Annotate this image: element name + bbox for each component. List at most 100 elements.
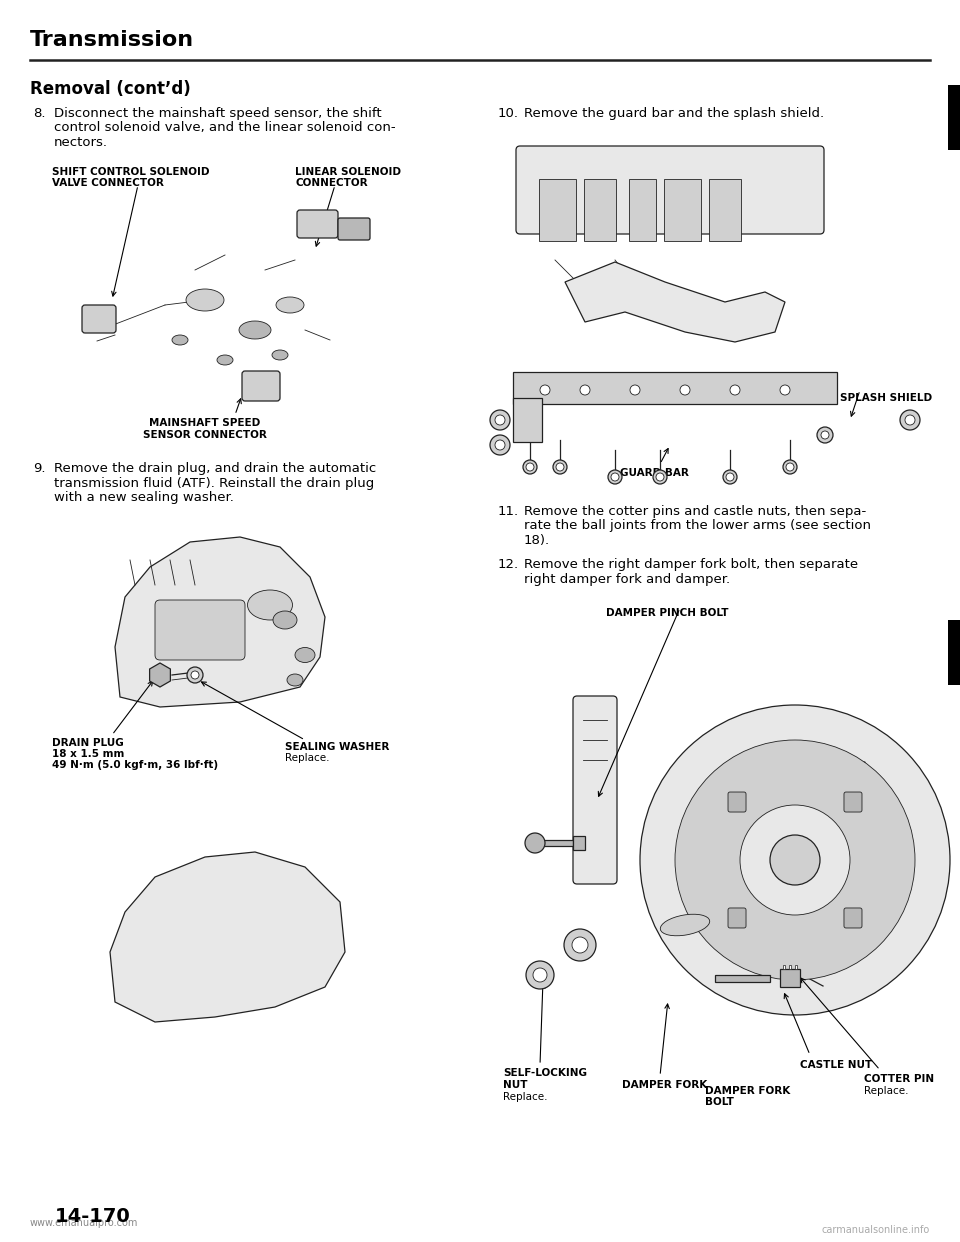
Text: Disconnect the mainshaft speed sensor, the shift: Disconnect the mainshaft speed sensor, t… [54, 107, 382, 120]
FancyBboxPatch shape [664, 179, 701, 241]
Circle shape [608, 469, 622, 484]
Text: 49 N·m (5.0 kgf·m, 36 lbf·ft): 49 N·m (5.0 kgf·m, 36 lbf·ft) [52, 760, 218, 770]
Circle shape [553, 460, 567, 474]
Circle shape [680, 385, 690, 395]
Circle shape [495, 440, 505, 450]
Text: SELF-LOCKING: SELF-LOCKING [503, 1068, 587, 1078]
FancyBboxPatch shape [539, 179, 576, 241]
FancyBboxPatch shape [728, 908, 746, 928]
Text: transmission fluid (ATF). Reinstall the drain plug: transmission fluid (ATF). Reinstall the … [54, 477, 374, 489]
Text: nectors.: nectors. [54, 137, 108, 149]
Circle shape [572, 936, 588, 953]
FancyBboxPatch shape [573, 696, 617, 884]
Circle shape [730, 385, 740, 395]
Text: 8.: 8. [33, 107, 45, 120]
Text: COTTER PIN: COTTER PIN [864, 1074, 934, 1084]
Circle shape [817, 427, 833, 443]
Ellipse shape [660, 914, 709, 935]
Text: NUT: NUT [503, 1081, 527, 1090]
Circle shape [656, 473, 664, 481]
Text: Replace.: Replace. [864, 1086, 908, 1095]
Polygon shape [573, 836, 585, 850]
Circle shape [675, 740, 915, 980]
Polygon shape [540, 840, 573, 846]
Text: rate the ball joints from the lower arms (see section: rate the ball joints from the lower arms… [524, 519, 871, 533]
Polygon shape [150, 663, 170, 687]
Text: Transmission: Transmission [30, 30, 194, 50]
FancyBboxPatch shape [629, 179, 656, 241]
Text: control solenoid valve, and the linear solenoid con-: control solenoid valve, and the linear s… [54, 122, 396, 134]
Polygon shape [780, 969, 800, 987]
Ellipse shape [295, 647, 315, 662]
FancyBboxPatch shape [513, 397, 542, 442]
Circle shape [490, 435, 510, 455]
Text: 14-170: 14-170 [55, 1207, 131, 1226]
Text: LINEAR SOLENOID: LINEAR SOLENOID [295, 166, 401, 178]
Polygon shape [795, 965, 797, 969]
Polygon shape [789, 965, 791, 969]
Circle shape [900, 410, 920, 430]
Circle shape [726, 473, 734, 481]
Text: GUARD BAR: GUARD BAR [620, 468, 689, 478]
Circle shape [723, 469, 737, 484]
Text: CONNECTOR: CONNECTOR [295, 178, 368, 188]
FancyBboxPatch shape [82, 306, 116, 333]
FancyBboxPatch shape [709, 179, 741, 241]
FancyBboxPatch shape [844, 792, 862, 812]
Polygon shape [115, 537, 325, 707]
FancyBboxPatch shape [948, 620, 960, 686]
Circle shape [526, 961, 554, 989]
Circle shape [495, 415, 505, 425]
Text: 10.: 10. [498, 107, 519, 120]
Polygon shape [110, 852, 345, 1022]
Text: BOLT: BOLT [705, 1097, 733, 1107]
Text: DRAIN PLUG: DRAIN PLUG [52, 738, 124, 748]
Text: SHIFT CONTROL SOLENOID: SHIFT CONTROL SOLENOID [52, 166, 209, 178]
Text: Replace.: Replace. [503, 1092, 547, 1102]
FancyBboxPatch shape [155, 600, 245, 660]
Ellipse shape [186, 289, 224, 310]
FancyBboxPatch shape [844, 908, 862, 928]
Text: DAMPER FORK: DAMPER FORK [622, 1081, 708, 1090]
Circle shape [640, 705, 950, 1015]
Circle shape [783, 460, 797, 474]
Circle shape [653, 469, 667, 484]
Circle shape [191, 671, 199, 679]
Text: right damper fork and damper.: right damper fork and damper. [524, 573, 731, 585]
Text: 9.: 9. [33, 462, 45, 474]
Text: DAMPER FORK: DAMPER FORK [705, 1086, 790, 1095]
Circle shape [490, 410, 510, 430]
Circle shape [821, 431, 829, 438]
Ellipse shape [172, 335, 188, 345]
Text: www.emanualpro.com: www.emanualpro.com [30, 1218, 138, 1228]
Circle shape [905, 415, 915, 425]
Text: Removal (cont’d): Removal (cont’d) [30, 79, 191, 98]
Circle shape [770, 835, 820, 886]
Text: Replace.: Replace. [285, 753, 329, 763]
Text: Remove the cotter pins and castle nuts, then sepa-: Remove the cotter pins and castle nuts, … [524, 505, 866, 518]
Polygon shape [783, 965, 785, 969]
Text: DAMPER PINCH BOLT: DAMPER PINCH BOLT [606, 609, 729, 619]
Text: SPLASH SHIELD: SPLASH SHIELD [840, 392, 932, 402]
Text: 18 x 1.5 mm: 18 x 1.5 mm [52, 749, 125, 759]
Circle shape [611, 473, 619, 481]
Circle shape [564, 929, 596, 961]
FancyBboxPatch shape [728, 792, 746, 812]
Polygon shape [565, 262, 785, 342]
Ellipse shape [273, 611, 297, 628]
Ellipse shape [248, 590, 293, 620]
FancyBboxPatch shape [338, 219, 370, 240]
Circle shape [630, 385, 640, 395]
Circle shape [580, 385, 590, 395]
Circle shape [786, 463, 794, 471]
Ellipse shape [287, 674, 303, 686]
Ellipse shape [239, 320, 271, 339]
FancyBboxPatch shape [513, 373, 837, 404]
Ellipse shape [276, 297, 304, 313]
Polygon shape [715, 975, 770, 982]
Circle shape [780, 385, 790, 395]
Circle shape [526, 463, 534, 471]
FancyBboxPatch shape [584, 179, 616, 241]
Circle shape [523, 460, 537, 474]
Polygon shape [790, 763, 865, 842]
